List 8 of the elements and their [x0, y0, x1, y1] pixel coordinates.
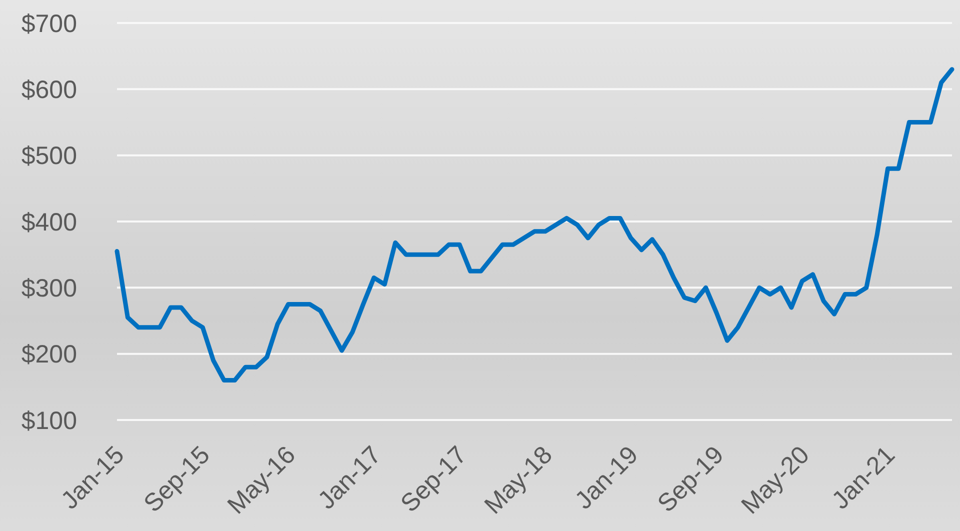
y-tick-label: $200 [21, 340, 77, 369]
y-tick-label: $300 [21, 274, 77, 303]
line-series [114, 67, 954, 383]
y-tick-label: $600 [21, 76, 77, 104]
y-tick-label: $700 [21, 10, 77, 38]
y-tick-label: $100 [21, 406, 77, 435]
y-tick-label: $400 [21, 208, 77, 236]
y-tick-label: $500 [21, 142, 77, 170]
